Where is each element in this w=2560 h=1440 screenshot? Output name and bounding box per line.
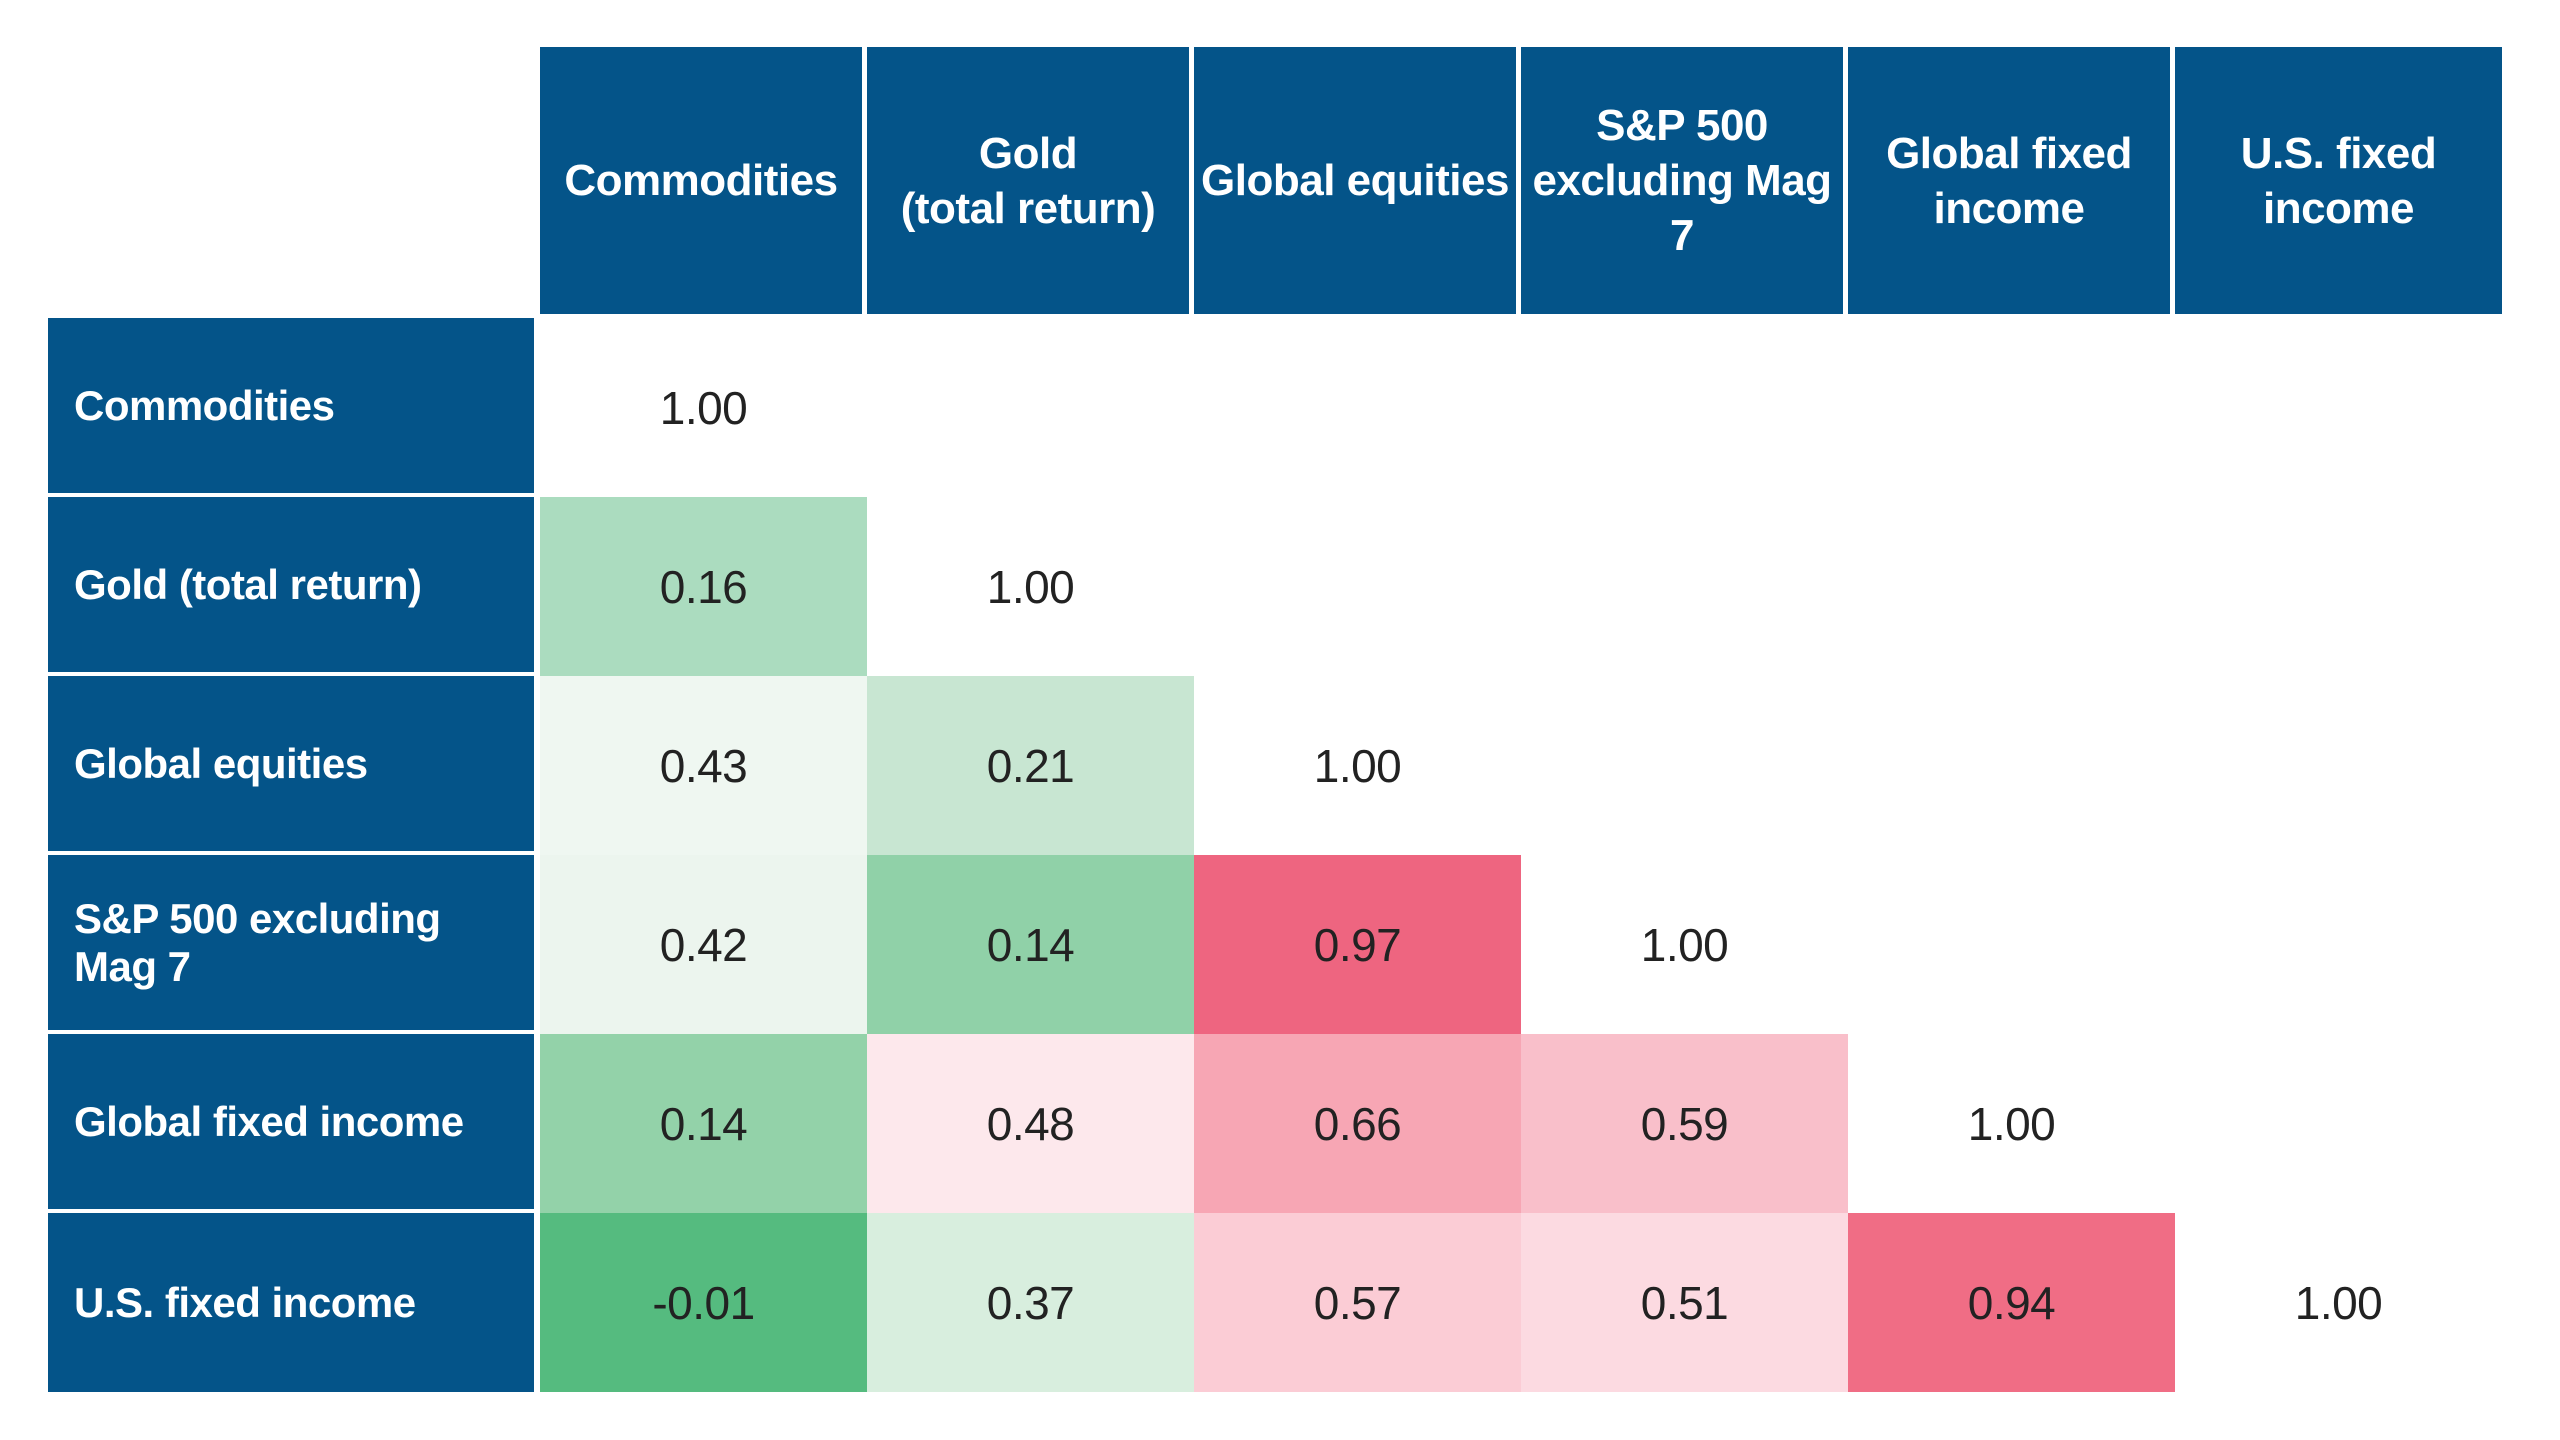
matrix-cell: 0.16: [540, 497, 867, 676]
matrix-cell: 1.00: [540, 318, 867, 497]
matrix-cell-empty: [1194, 318, 1521, 497]
column-header: S&P 500 excluding Mag 7: [1521, 47, 1848, 318]
matrix-cell: 0.48: [867, 1034, 1194, 1213]
matrix-cell: 0.94: [1848, 1213, 2175, 1392]
matrix-cell: 1.00: [1848, 1034, 2175, 1213]
matrix-cell: 0.14: [540, 1034, 867, 1213]
matrix-cell: 0.14: [867, 855, 1194, 1034]
column-header: Global equities: [1194, 47, 1521, 318]
matrix-cell: 0.42: [540, 855, 867, 1034]
matrix-cell: 1.00: [1521, 855, 1848, 1034]
matrix-cell: -0.01: [540, 1213, 867, 1392]
matrix-cell-empty: [2175, 318, 2502, 497]
column-header: Gold (total return): [867, 47, 1194, 318]
matrix-cell: 1.00: [867, 497, 1194, 676]
matrix-cell-empty: [1848, 497, 2175, 676]
matrix-cell: 0.51: [1521, 1213, 1848, 1392]
row-label: S&P 500 excluding Mag 7: [48, 855, 540, 1034]
matrix-cell: 0.43: [540, 676, 867, 855]
matrix-cell-empty: [1521, 676, 1848, 855]
matrix-cell-empty: [2175, 1034, 2502, 1213]
matrix-cell: 0.21: [867, 676, 1194, 855]
column-header: Commodities: [540, 47, 867, 318]
matrix-cell-empty: [2175, 676, 2502, 855]
column-header: U.S. fixed income: [2175, 47, 2502, 318]
column-header: Global fixed income: [1848, 47, 2175, 318]
matrix-cell-empty: [867, 318, 1194, 497]
correlation-matrix: Commodities Gold (total return) Global equ…: [48, 47, 2502, 1392]
matrix-cell: 0.66: [1194, 1034, 1521, 1213]
matrix-cell-empty: [1521, 318, 1848, 497]
corner-spacer: [48, 47, 540, 318]
row-label: Commodities: [48, 318, 540, 497]
matrix-cell-empty: [1848, 676, 2175, 855]
matrix-cell: 0.37: [867, 1213, 1194, 1392]
matrix-cell: 0.57: [1194, 1213, 1521, 1392]
row-label: Global equities: [48, 676, 540, 855]
matrix-cell-empty: [1848, 855, 2175, 1034]
matrix-cell: 0.59: [1521, 1034, 1848, 1213]
row-label: Gold (total return): [48, 497, 540, 676]
matrix-cell-empty: [1521, 497, 1848, 676]
matrix-cell: 1.00: [2175, 1213, 2502, 1392]
matrix-cell: 0.97: [1194, 855, 1521, 1034]
matrix-cell-empty: [1848, 318, 2175, 497]
matrix-cell-empty: [2175, 497, 2502, 676]
matrix-cell-empty: [1194, 497, 1521, 676]
row-label: Global fixed income: [48, 1034, 540, 1213]
matrix-cell: 1.00: [1194, 676, 1521, 855]
row-label: U.S. fixed income: [48, 1213, 540, 1392]
matrix-cell-empty: [2175, 855, 2502, 1034]
